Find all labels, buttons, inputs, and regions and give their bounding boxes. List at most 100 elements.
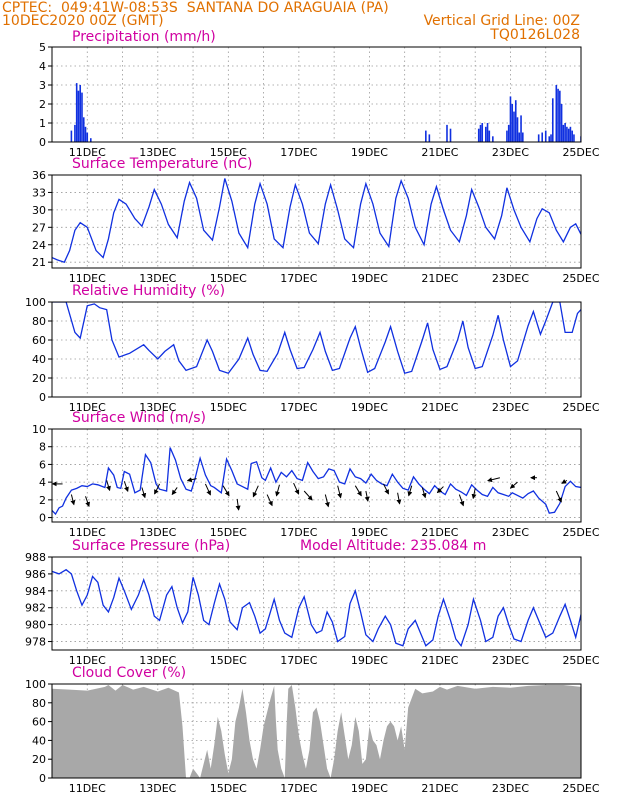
precip-bar: [610, 117, 612, 142]
humidity-xtick-label: 17DEC: [280, 401, 317, 414]
wind-ytick-label: 6: [39, 458, 46, 471]
wind-arrow: [509, 481, 518, 489]
precip-bar: [567, 128, 570, 142]
precip-bar: [479, 124, 482, 142]
precip-bar: [541, 132, 544, 142]
temperature-ytick-label: 30: [32, 204, 46, 217]
cloud-xtick-label: 11DEC: [69, 782, 106, 795]
humidity-xtick-label: 23DEC: [492, 401, 529, 414]
precip-bar: [449, 128, 452, 142]
humidity-xtick-label: 13DEC: [139, 401, 176, 414]
header-grid-note: Vertical Grid Line: 00Z: [423, 13, 580, 29]
precip-bar: [492, 136, 494, 142]
wind-title: Surface Wind (m/s): [72, 410, 206, 426]
header-location: CPTEC: 049:41W-08:53S SANTANA DO ARAGUAI…: [2, 0, 389, 16]
cloud-title: Cloud Cover (%): [72, 665, 187, 681]
temperature-xtick-label: 17DEC: [280, 272, 317, 285]
precip-bar: [446, 124, 448, 142]
pressure-panel: 978 980 982 984 986 988 11DEC 13DEC 15DEC 17DEC 19…: [25, 551, 600, 667]
cloud-panel: 0 20 40 60 80 100 11DEC 13DEC 15DEC 17DEC 19DEC 21D…: [25, 678, 600, 795]
precip-bar: [555, 85, 558, 142]
precip-bar: [77, 90, 80, 142]
precip-bar: [506, 130, 508, 142]
pressure-frame: [51, 556, 582, 651]
temperature-ytick-label: 21: [32, 256, 46, 269]
wind-ytick-label: 2: [39, 494, 46, 507]
model-altitude-label: Model Altitude: 235.084 m: [300, 538, 487, 554]
pressure-ytick-label: 980: [25, 619, 46, 632]
wind-ytick-label: 0: [39, 512, 46, 525]
wind-frame: [51, 428, 582, 523]
cloud-frame: [51, 683, 582, 779]
temperature-xtick-label: 25DEC: [562, 272, 599, 285]
precipitation-series: [70, 83, 612, 142]
precip-bar: [544, 130, 547, 142]
pressure-xtick-label: 13DEC: [139, 654, 176, 667]
precip-bar: [560, 104, 563, 142]
precip-bar: [86, 132, 89, 142]
wind-xtick-label: 19DEC: [351, 526, 388, 539]
precip-bar: [481, 123, 484, 142]
wind-xtick-label: 15DEC: [210, 526, 247, 539]
precip-bar: [596, 112, 598, 142]
pressure-ytick-label: 986: [25, 568, 46, 581]
precip-bar: [89, 138, 92, 142]
wind-arrow: [266, 494, 273, 507]
precip-bar: [520, 115, 522, 142]
cloud-xtick-label: 21DEC: [421, 782, 458, 795]
wind-arrow: [458, 494, 465, 507]
precipitation-xtick-label: 23DEC: [492, 146, 529, 159]
precip-bar: [598, 93, 600, 142]
cloud-xtick-label: 25DEC: [562, 782, 599, 795]
temperature-xtick-label: 19DEC: [351, 272, 388, 285]
pressure-xtick-label: 21DEC: [421, 654, 458, 667]
precipitation-xtick-label: 13DEC: [139, 146, 176, 159]
wind-arrow: [436, 486, 444, 494]
cloud-xtick-label: 19DEC: [351, 782, 388, 795]
precipitation-xtick-label: 11DEC: [69, 146, 106, 159]
wind-xtick-label: 21DEC: [421, 526, 458, 539]
precip-bar: [509, 96, 512, 142]
humidity-xtick-label: 15DEC: [210, 401, 247, 414]
precip-bar: [477, 128, 480, 142]
precip-bar: [79, 85, 82, 142]
cloud-xtick-label: 23DEC: [492, 782, 529, 795]
wind-arrow: [421, 487, 427, 499]
precipitation-ytick-label: 0: [39, 136, 46, 149]
cloud-ytick-label: 40: [32, 734, 46, 747]
cloud-ytick-label: 20: [32, 753, 46, 766]
pressure-ytick-label: 978: [25, 636, 46, 649]
humidity-ytick-label: 40: [32, 353, 46, 366]
cloud-xtick-label: 13DEC: [139, 782, 176, 795]
humidity-xtick-label: 21DEC: [421, 401, 458, 414]
pressure-xtick-label: 15DEC: [210, 654, 247, 667]
precip-bar: [522, 132, 524, 142]
precip-bar: [518, 132, 521, 142]
wind-line: [52, 447, 581, 516]
wind-arrow: [354, 485, 362, 497]
wind-arrow: [275, 484, 280, 497]
temperature-xtick-label: 13DEC: [139, 272, 176, 285]
pressure-series: [52, 568, 581, 648]
precipitation-xtick-label: 17DEC: [280, 146, 317, 159]
temperature-ytick-label: 24: [32, 239, 46, 252]
wind-arrow: [383, 483, 389, 495]
humidity-xtick-label: 25DEC: [562, 401, 599, 414]
precipitation-ytick-label: 4: [39, 60, 46, 73]
header-run-time: 10DEC2020 00Z (GMT): [2, 13, 164, 29]
precip-bar: [594, 125, 596, 142]
precipitation-title: Precipitation (mm/h): [72, 29, 216, 45]
temperature-ytick-label: 33: [32, 186, 46, 199]
wind-arrow: [555, 490, 562, 503]
precip-bar: [486, 123, 489, 142]
wind-xtick-label: 11DEC: [69, 526, 106, 539]
wind-xtick-label: 23DEC: [492, 526, 529, 539]
temperature-ytick-label: 27: [32, 221, 46, 234]
wind-arrow: [324, 494, 330, 508]
cloud-xtick-label: 15DEC: [210, 782, 247, 795]
wind-arrow: [154, 483, 161, 495]
precip-bar: [605, 100, 607, 142]
precip-bar: [82, 117, 85, 142]
precip-bar: [607, 85, 609, 142]
